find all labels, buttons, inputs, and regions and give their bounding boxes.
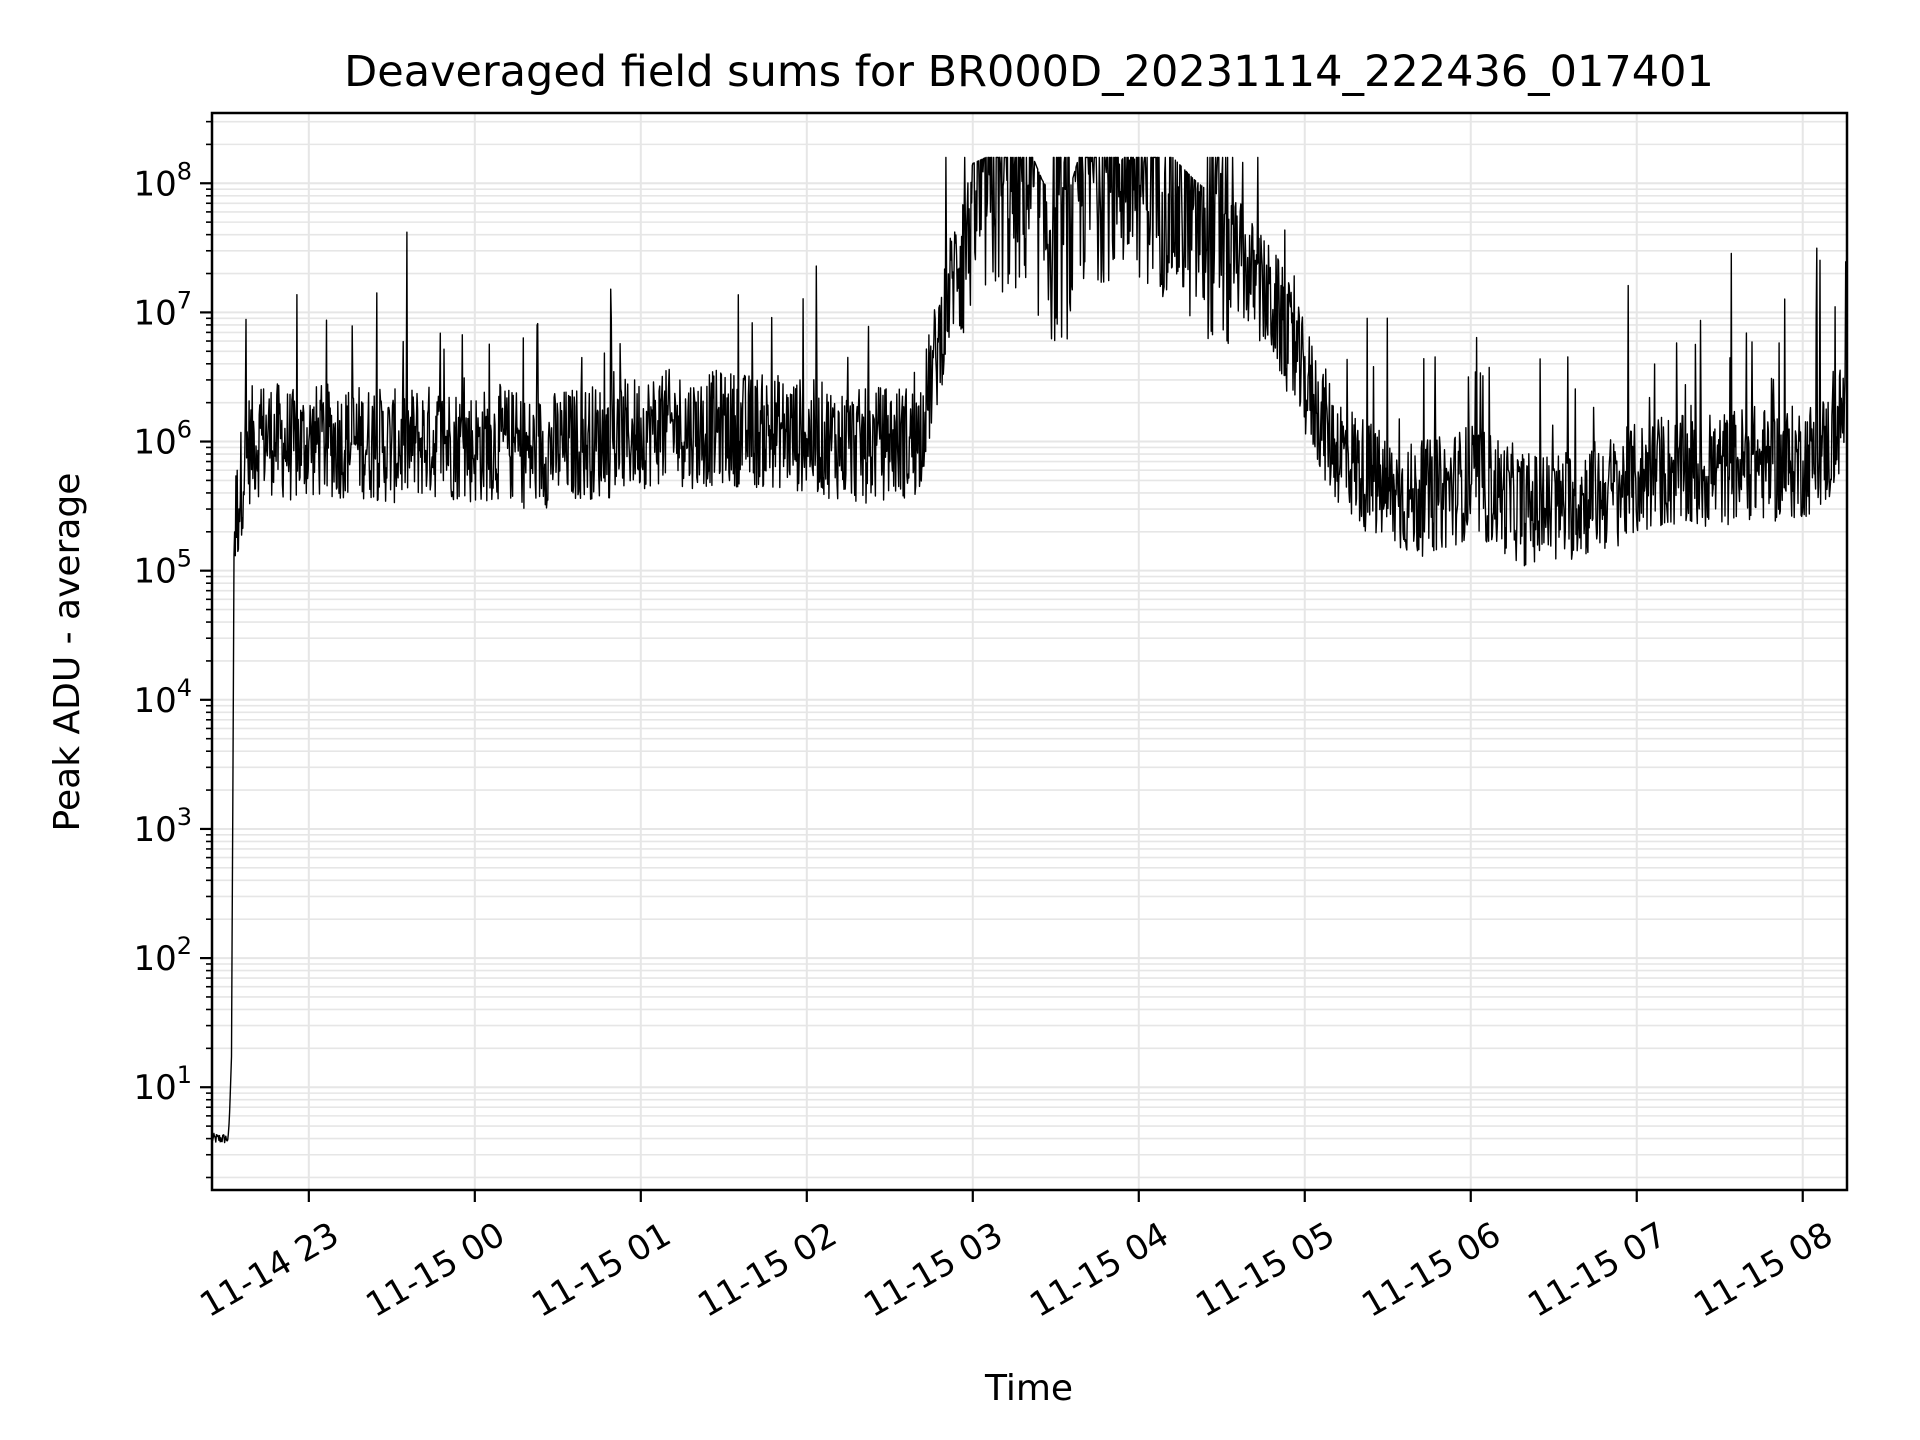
y-tick-label: 108 <box>133 157 192 204</box>
major-gridlines <box>212 113 1847 1190</box>
y-tick-label: 106 <box>133 416 192 463</box>
y-axis-ticks: 101 102 103 104 105 106 107 108 <box>133 120 212 1179</box>
x-axis-label: Time <box>984 1368 1073 1409</box>
y-tick-label: 101 <box>133 1061 192 1108</box>
series-line <box>212 156 1847 1144</box>
y-tick-label: 105 <box>133 545 192 592</box>
y-tick-label: 104 <box>133 674 192 721</box>
chart-title: Deaveraged field sums for BR000D_2023111… <box>344 47 1714 97</box>
y-tick-label: 102 <box>133 932 192 979</box>
y-tick-label: 107 <box>133 286 192 333</box>
y-tick-label: 103 <box>133 803 192 850</box>
y-axis-label: Peak ADU - average <box>47 473 88 832</box>
plot-frame <box>210 111 1849 1192</box>
